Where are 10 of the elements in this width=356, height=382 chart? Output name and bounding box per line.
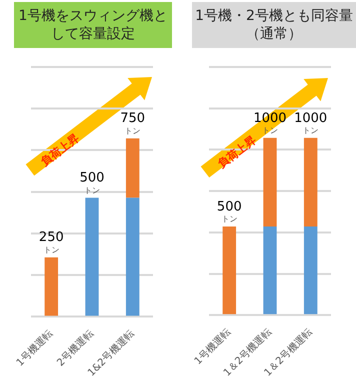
annotation: 負荷上昇	[38, 130, 82, 170]
annotation: 1000 トン	[294, 110, 328, 135]
annotation: 750 トン	[120, 111, 146, 136]
annotation: 負荷上昇	[214, 132, 260, 172]
annotation: 500 トン	[216, 199, 242, 224]
chart-title: 1号機・2号機とも同容量（通常）	[192, 2, 356, 48]
chart-title: 1号機をスウィング機として容量設定	[14, 2, 172, 48]
x-tick-label: 1号機運転	[14, 327, 56, 369]
annotation: 250 トン	[38, 230, 64, 254]
annotation: 500 トン	[80, 170, 104, 195]
